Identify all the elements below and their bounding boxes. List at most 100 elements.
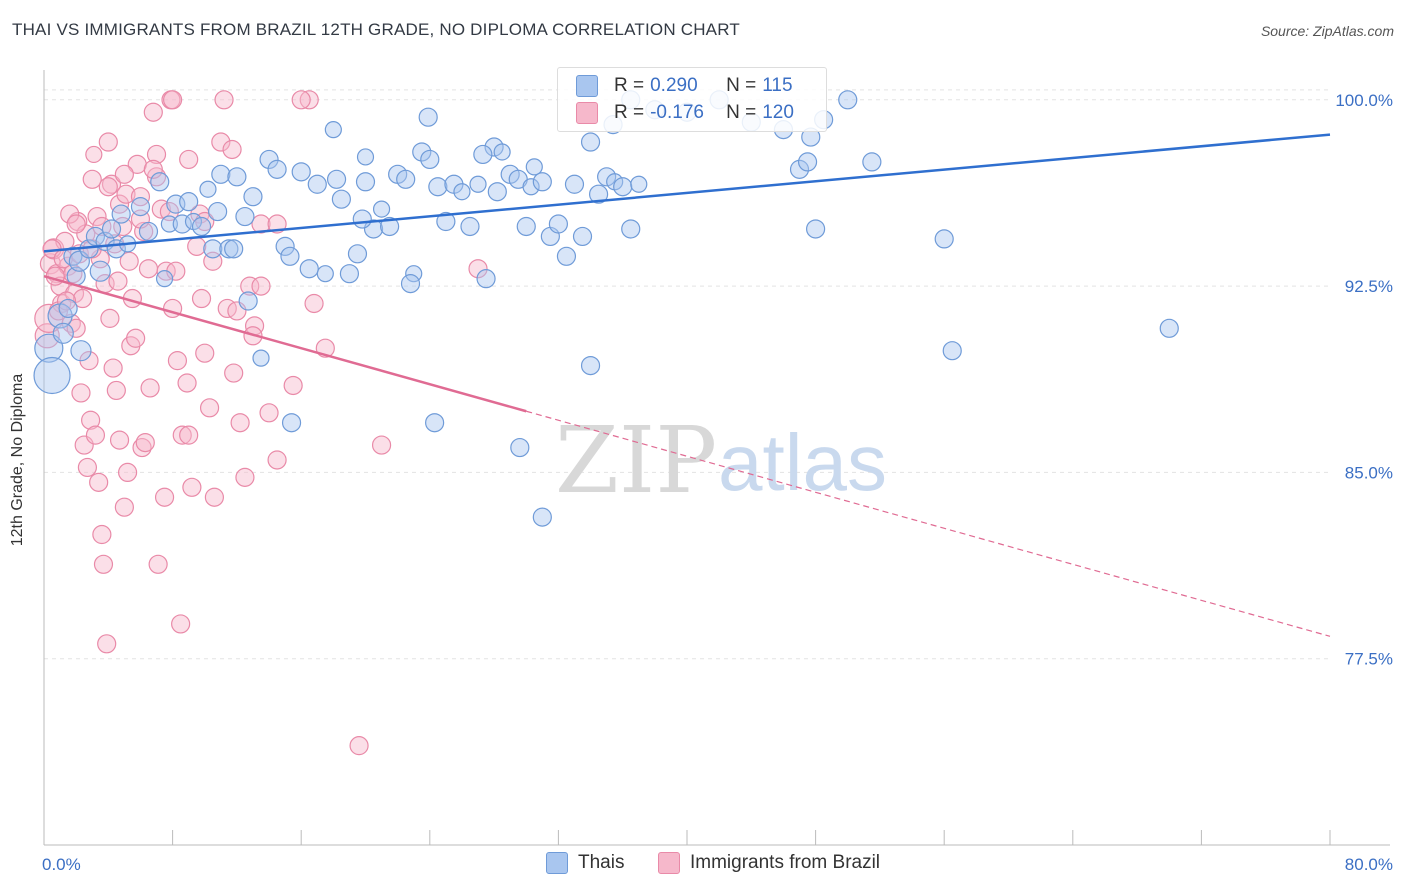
brazil-point — [85, 425, 106, 445]
thais-point — [339, 264, 360, 284]
thais-swatch — [576, 75, 598, 97]
thais-point — [199, 180, 217, 198]
legend-label-brazil: Immigrants from Brazil — [690, 852, 881, 873]
thais-point — [613, 177, 633, 197]
brazil-point — [240, 276, 260, 296]
thais-point — [805, 219, 826, 239]
brazil-point — [60, 204, 80, 224]
y-axis-label: 12th Grade, No Diploma — [9, 373, 26, 547]
thais-point — [487, 182, 507, 202]
brazil-trend-extension — [526, 410, 1331, 637]
brazil-point — [89, 472, 109, 492]
brazil-point — [85, 145, 103, 164]
thais-point — [138, 221, 159, 242]
brazil-point — [93, 554, 114, 574]
thais-point — [224, 239, 244, 259]
thais-point — [372, 200, 391, 218]
thais-point — [532, 507, 552, 527]
brazil-point — [71, 383, 91, 403]
thais-point — [564, 174, 585, 194]
thais-point — [484, 137, 504, 157]
thais-point — [493, 143, 511, 161]
thais-point — [630, 175, 648, 193]
legend-r-value: 0.290 — [650, 75, 698, 96]
legend-n-value: 120 — [762, 102, 794, 123]
brazil-point — [299, 90, 319, 110]
thais-point — [580, 132, 601, 152]
thais-point — [307, 174, 327, 194]
brazil-point — [259, 403, 279, 423]
thais-point — [52, 322, 74, 344]
thais-point — [425, 413, 445, 433]
thais-point — [235, 206, 255, 227]
thais-point — [238, 291, 258, 311]
thais-point — [259, 149, 279, 170]
thais-trend-line — [43, 133, 1331, 253]
thais-point — [191, 216, 212, 237]
brazil-point — [195, 343, 215, 363]
thais-point — [862, 152, 882, 172]
thais-point — [227, 167, 247, 187]
brazil-point — [179, 425, 199, 445]
thais-point — [130, 197, 151, 217]
brazil-point — [204, 487, 224, 507]
brazil-point — [159, 201, 179, 222]
thais-point — [572, 226, 593, 247]
brazil-point — [291, 90, 311, 110]
brazil-point — [130, 187, 151, 207]
brazil-point — [114, 497, 134, 517]
thais-point — [420, 149, 440, 170]
brazil-point — [82, 169, 102, 189]
brazil-point — [235, 467, 255, 487]
thais-point — [326, 169, 347, 189]
thais-point — [556, 246, 577, 266]
brazil-point — [98, 132, 118, 152]
watermark-zip: ZIP — [555, 407, 717, 514]
thais-point — [352, 209, 372, 229]
legend-r-label: R = — [614, 102, 645, 123]
x-tick-label: 80.0% — [1345, 855, 1393, 874]
brazil-point — [283, 375, 303, 396]
brazil-point — [230, 413, 250, 433]
brazil-point — [151, 199, 171, 219]
thais-point — [70, 340, 92, 362]
legend-item-thais[interactable]: Thais — [546, 852, 624, 874]
x-tick-label: 0.0% — [42, 855, 81, 874]
brazil-point — [56, 291, 77, 311]
brazil-point — [167, 351, 188, 371]
brazil-point — [304, 293, 324, 314]
thais-point — [58, 298, 78, 319]
thais-point — [453, 183, 471, 201]
brazil-point — [211, 132, 231, 152]
brazil-point — [199, 398, 220, 418]
thais-point — [588, 184, 609, 204]
thais-point — [356, 148, 375, 166]
chart-source: Source: ZipAtlas.com — [1260, 23, 1394, 39]
brazil-point — [66, 214, 86, 234]
thais-swatch — [546, 852, 568, 874]
thais-point — [101, 219, 122, 239]
correlation-legend: R = 0.290 N = 115 R = -0.176 N = 120 — [557, 67, 827, 132]
thais-point — [252, 349, 270, 367]
thais-point — [291, 162, 311, 182]
brazil-point — [468, 259, 488, 279]
brazil-point — [109, 194, 130, 214]
thais-point — [380, 216, 400, 237]
brazil-point — [63, 264, 83, 284]
y-tick-label: 92.5% — [1345, 277, 1393, 296]
legend-item-brazil[interactable]: Immigrants from Brazil — [658, 852, 880, 874]
thais-point — [203, 239, 223, 259]
thais-point — [355, 172, 376, 192]
brazil-point — [148, 554, 168, 574]
brazil-point — [103, 358, 123, 378]
brazil-point — [251, 214, 271, 234]
thais-point — [548, 214, 569, 234]
thais-point — [179, 192, 199, 212]
thais-point — [469, 175, 487, 193]
thais-point — [155, 270, 174, 288]
thais-point — [525, 158, 543, 176]
brazil-point — [177, 373, 197, 393]
brazil-point — [140, 378, 160, 398]
thais-point — [280, 246, 300, 266]
thais-point — [275, 236, 295, 256]
